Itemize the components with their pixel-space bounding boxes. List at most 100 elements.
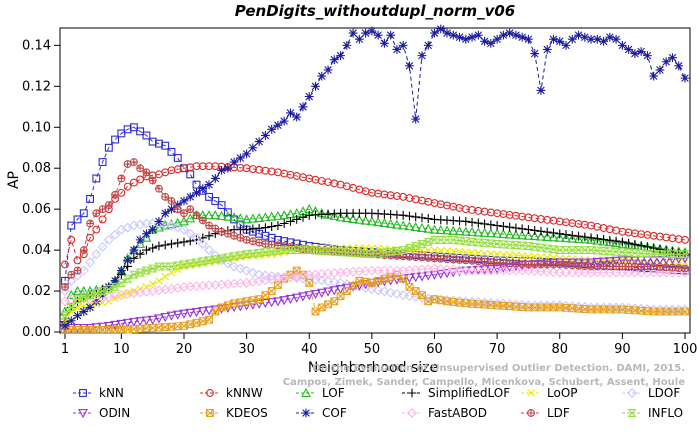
data-point: [85, 257, 96, 268]
data-point: [336, 51, 345, 61]
data-point: [285, 246, 296, 255]
x-tick-label: 80: [551, 342, 568, 357]
data-point: [680, 73, 690, 83]
data-point: [473, 218, 483, 228]
data-point: [667, 250, 678, 259]
data-point: [636, 249, 646, 258]
data-point: [442, 28, 452, 38]
data-point: [636, 47, 646, 56]
data-point: [493, 250, 501, 258]
data-point: [123, 255, 133, 265]
x-tick-label: 10: [113, 342, 130, 357]
data-point: [599, 235, 608, 244]
data-point: [542, 266, 553, 277]
data-point: [436, 24, 446, 34]
data-point: [574, 30, 583, 40]
data-point: [580, 232, 590, 242]
data-point: [524, 252, 533, 261]
x-tick-label: 50: [364, 342, 381, 357]
data-point: [79, 307, 89, 316]
data-point: [186, 320, 195, 329]
data-point: [97, 287, 108, 296]
data-point: [561, 40, 571, 50]
data-point: [536, 231, 546, 241]
data-point: [242, 149, 252, 159]
data-point: [104, 201, 113, 209]
data-point: [217, 165, 226, 175]
series-line: [64, 28, 686, 327]
legend-item-simplifiedlof: SimplifiedLOF: [402, 386, 510, 400]
data-point: [298, 292, 308, 302]
data-point: [329, 55, 339, 65]
data-point: [241, 214, 252, 224]
data-point: [141, 266, 152, 275]
data-point: [254, 299, 265, 309]
data-point: [329, 286, 340, 296]
data-point: [674, 250, 684, 259]
data-point: [681, 235, 689, 244]
data-point: [623, 248, 634, 257]
data-point: [473, 238, 484, 247]
data-point: [98, 215, 107, 224]
data-point: [261, 223, 270, 232]
data-point: [129, 123, 138, 132]
data-point: [304, 291, 315, 301]
data-point: [423, 223, 434, 233]
data-point: [98, 158, 107, 167]
data-point: [197, 307, 208, 317]
data-point: [79, 293, 89, 302]
data-point: [498, 228, 509, 239]
data-point: [592, 258, 603, 268]
data-point: [304, 246, 314, 255]
data-point: [442, 235, 452, 244]
legend-swatch-marker: [79, 389, 87, 397]
data-point: [611, 236, 621, 246]
data-point: [172, 217, 183, 227]
data-point: [517, 32, 527, 42]
data-point: [611, 256, 622, 266]
data-point: [617, 248, 628, 257]
data-point: [467, 237, 477, 246]
data-point: [142, 131, 151, 140]
data-point: [674, 61, 684, 71]
data-point: [136, 175, 145, 184]
data-point: [142, 245, 151, 255]
y-tick-label: 0.06: [22, 202, 51, 217]
data-point: [604, 237, 615, 247]
data-point: [205, 221, 213, 230]
data-point: [473, 227, 484, 237]
data-point: [655, 255, 665, 266]
data-point: [486, 220, 496, 230]
data-point: [373, 30, 383, 40]
data-point: [166, 220, 177, 231]
series-fastabod: [60, 263, 690, 307]
data-point: [423, 214, 433, 223]
data-point: [536, 226, 546, 236]
data-point: [242, 297, 251, 306]
data-point: [167, 204, 176, 214]
data-point: [617, 237, 627, 247]
data-point: [605, 235, 615, 245]
data-point: [648, 256, 659, 266]
data-point: [273, 246, 283, 255]
data-point: [579, 234, 590, 244]
data-point: [266, 247, 277, 256]
data-point: [592, 34, 602, 44]
data-point: [567, 246, 578, 255]
data-point: [67, 270, 76, 279]
data-point: [504, 240, 515, 249]
data-point: [317, 303, 326, 312]
data-point: [255, 238, 264, 247]
data-point: [492, 240, 502, 248]
data-point: [367, 26, 377, 36]
data-point: [410, 242, 421, 250]
data-point: [242, 236, 251, 244]
data-point: [217, 303, 226, 312]
data-point: [135, 238, 146, 248]
x-tick-label: 70: [489, 342, 506, 357]
y-tick-label: 0.08: [22, 161, 51, 176]
data-point: [335, 212, 346, 222]
data-point: [467, 32, 477, 42]
data-point: [210, 174, 220, 183]
data-point: [655, 244, 665, 254]
